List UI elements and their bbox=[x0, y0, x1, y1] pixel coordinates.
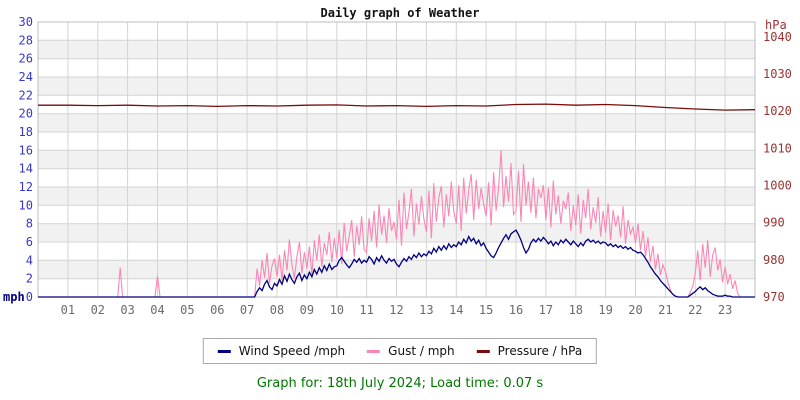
svg-text:09: 09 bbox=[300, 303, 314, 317]
svg-text:20: 20 bbox=[628, 303, 642, 317]
svg-text:1030: 1030 bbox=[763, 67, 792, 81]
svg-text:6: 6 bbox=[26, 235, 33, 249]
legend-label-gust: Gust / mph bbox=[388, 344, 455, 358]
svg-text:30: 30 bbox=[19, 15, 33, 29]
svg-text:20: 20 bbox=[19, 107, 33, 121]
svg-text:8: 8 bbox=[26, 217, 33, 231]
svg-text:11: 11 bbox=[359, 303, 373, 317]
graph-footer-note: Graph for: 18th July 2024; Load time: 0.… bbox=[256, 376, 544, 391]
svg-text:22: 22 bbox=[19, 88, 33, 102]
svg-text:18: 18 bbox=[19, 125, 33, 139]
series-pressure-hpa bbox=[38, 103, 756, 111]
svg-text:03: 03 bbox=[120, 303, 134, 317]
svg-text:980: 980 bbox=[763, 253, 785, 267]
svg-text:05: 05 bbox=[180, 303, 194, 317]
legend-item-gust: Gust / mph bbox=[367, 344, 455, 358]
svg-text:01: 01 bbox=[61, 303, 75, 317]
svg-text:04: 04 bbox=[150, 303, 164, 317]
svg-text:22: 22 bbox=[688, 303, 702, 317]
svg-text:07: 07 bbox=[240, 303, 254, 317]
series-gust-mph bbox=[38, 150, 755, 298]
svg-text:02: 02 bbox=[91, 303, 105, 317]
svg-text:28: 28 bbox=[19, 33, 33, 47]
svg-text:21: 21 bbox=[658, 303, 672, 317]
pressure-swatch-icon bbox=[476, 349, 490, 353]
svg-text:4: 4 bbox=[26, 253, 33, 267]
svg-text:0: 0 bbox=[26, 290, 33, 304]
legend-item-pressure: Pressure / hPa bbox=[476, 344, 583, 358]
chart-legend: Wind Speed /mph Gust / mph Pressure / hP… bbox=[202, 338, 598, 364]
svg-text:1040: 1040 bbox=[763, 30, 792, 44]
svg-text:12: 12 bbox=[19, 180, 33, 194]
svg-text:1020: 1020 bbox=[763, 104, 792, 118]
svg-text:06: 06 bbox=[210, 303, 224, 317]
svg-text:26: 26 bbox=[19, 52, 33, 66]
svg-text:14: 14 bbox=[449, 303, 463, 317]
svg-text:13: 13 bbox=[419, 303, 433, 317]
legend-item-wind-speed: Wind Speed /mph bbox=[217, 344, 346, 358]
svg-text:17: 17 bbox=[539, 303, 553, 317]
svg-text:970: 970 bbox=[763, 290, 785, 304]
svg-text:24: 24 bbox=[19, 70, 33, 84]
svg-text:16: 16 bbox=[509, 303, 523, 317]
series-wind-speed-mph bbox=[38, 229, 755, 298]
svg-text:12: 12 bbox=[389, 303, 403, 317]
chart-title: Daily graph of Weather bbox=[320, 6, 480, 20]
plot-border bbox=[37, 21, 756, 298]
svg-text:hPa: hPa bbox=[765, 18, 787, 32]
legend-label-wind-speed: Wind Speed /mph bbox=[238, 344, 346, 358]
svg-text:08: 08 bbox=[270, 303, 284, 317]
chart-canvas: 0 2 4 6 8 10 12 14 16 18 20 22 24 26 28 30 mph 970 980 990 1… bbox=[3, 15, 792, 317]
svg-text:16: 16 bbox=[19, 143, 33, 157]
x-axis-labels: 01 02 03 04 05 06 07 08 09 10 11 12 13 14 15 16 17 18 19 20… bbox=[61, 303, 733, 317]
svg-text:2: 2 bbox=[26, 272, 33, 286]
svg-text:23: 23 bbox=[718, 303, 732, 317]
gust-swatch-icon bbox=[367, 349, 381, 353]
svg-text:1010: 1010 bbox=[763, 141, 792, 155]
svg-text:18: 18 bbox=[569, 303, 583, 317]
svg-text:10: 10 bbox=[330, 303, 344, 317]
wind-speed-swatch-icon bbox=[217, 349, 231, 353]
svg-text:14: 14 bbox=[19, 162, 33, 176]
svg-text:1000: 1000 bbox=[763, 179, 792, 193]
left-axis-unit: mph bbox=[3, 290, 25, 304]
legend-label-pressure: Pressure / hPa bbox=[497, 344, 583, 358]
svg-text:10: 10 bbox=[19, 198, 33, 212]
svg-text:990: 990 bbox=[763, 216, 785, 230]
svg-text:19: 19 bbox=[598, 303, 612, 317]
svg-text:15: 15 bbox=[479, 303, 493, 317]
